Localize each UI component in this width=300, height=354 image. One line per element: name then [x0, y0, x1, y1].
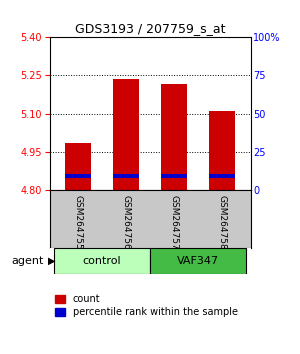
Bar	[161, 84, 187, 190]
Bar	[161, 175, 187, 178]
Bar	[208, 111, 235, 190]
Text: control: control	[83, 256, 122, 266]
Text: GSM264758: GSM264758	[217, 195, 226, 250]
Text: GSM264755: GSM264755	[74, 195, 83, 250]
Bar	[113, 79, 139, 190]
Bar	[150, 248, 246, 274]
Text: VAF347: VAF347	[177, 256, 219, 266]
Text: GSM264756: GSM264756	[122, 195, 130, 250]
Text: agent: agent	[11, 256, 44, 266]
Bar	[65, 175, 92, 178]
Bar	[65, 143, 92, 190]
Legend: count, percentile rank within the sample: count, percentile rank within the sample	[54, 293, 239, 318]
Title: GDS3193 / 207759_s_at: GDS3193 / 207759_s_at	[75, 22, 225, 35]
Bar	[208, 175, 235, 178]
Text: GSM264757: GSM264757	[169, 195, 178, 250]
Text: ▶: ▶	[48, 256, 56, 266]
Bar	[54, 248, 150, 274]
Bar	[113, 175, 139, 178]
